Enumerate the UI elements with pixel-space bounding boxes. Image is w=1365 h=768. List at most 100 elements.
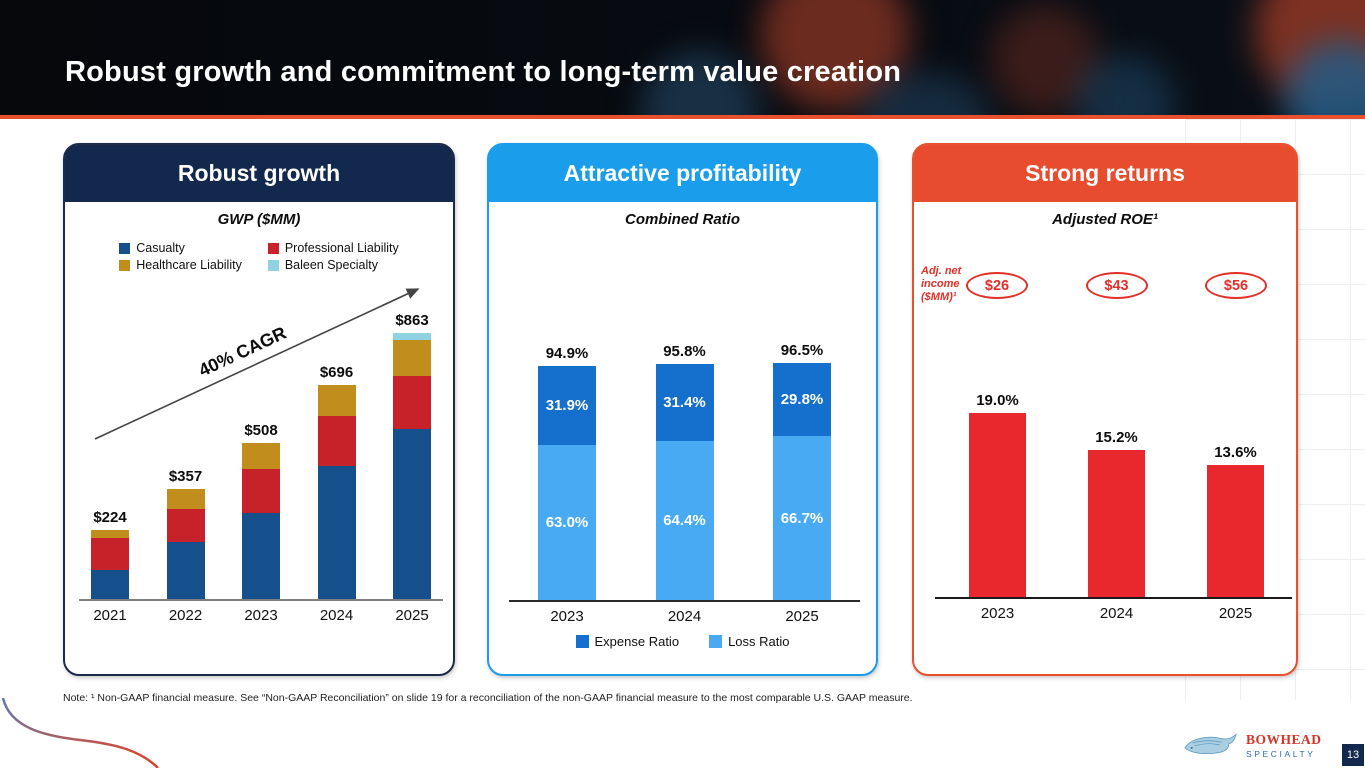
roe-bar-rect — [1207, 465, 1264, 597]
legend-item-baleen-specialty: Baleen Specialty — [267, 258, 399, 272]
logo-sub-brand: SPECIALTY — [1246, 748, 1316, 759]
gwp-seg-professional-liability — [242, 469, 280, 513]
gwp-x-label: 2024 — [319, 607, 354, 624]
gwp-bar-stack — [317, 385, 356, 599]
cr-x-label: 2025 — [785, 608, 819, 625]
roe-bar-2025: 13.6% — [1207, 444, 1264, 597]
cr-chart-title: Combined Ratio — [625, 211, 740, 228]
gwp-seg-healthcare-liability — [317, 385, 356, 416]
roe-bar-2024: 15.2% — [1088, 429, 1145, 597]
legend-label: Loss Ratio — [728, 634, 790, 649]
cr-bar-total: 95.8% — [663, 343, 706, 360]
cr-bar-2024: 95.8% 31.4% 64.4% — [655, 343, 714, 600]
roe-x-label: 2025 — [1218, 605, 1253, 622]
gwp-x-label: 2025 — [395, 607, 429, 624]
gwp-bar-total: $696 — [319, 364, 354, 381]
gwp-seg-professional-liability — [393, 376, 431, 429]
cr-plot: 94.9% 31.9% 63.0% 95.8% 31.4% 64.4% 96.5% 29.8%… — [509, 342, 860, 602]
cr-seg-loss-ratio: 64.4% — [655, 441, 714, 600]
gwp-seg-casualty — [242, 513, 280, 599]
cr-seg-label: 29.8% — [780, 391, 824, 408]
gwp-bar-total: $224 — [93, 509, 127, 526]
cr-seg-loss-ratio: 66.7% — [773, 436, 831, 600]
cr-seg-label: 64.4% — [663, 512, 706, 529]
legend-item-healthcare-liability: Healthcare Liability — [119, 258, 242, 272]
gwp-seg-casualty — [317, 466, 356, 599]
adj-net-income-oval: $56 — [1205, 272, 1267, 299]
legend-item-casualty: Casualty — [119, 241, 242, 255]
gwp-x-label: 2022 — [168, 607, 203, 624]
roe-bar-label: 19.0% — [976, 392, 1019, 409]
legend-item-expense-ratio: Expense Ratio — [575, 634, 680, 649]
gwp-bar-stack — [91, 530, 129, 599]
bowhead-logo: BOWHEAD SPECIALTY — [1183, 731, 1322, 759]
gwp-seg-healthcare-liability — [242, 443, 280, 469]
gwp-seg-healthcare-liability — [166, 489, 205, 509]
page-number: 13 — [1342, 744, 1364, 766]
gwp-seg-casualty — [91, 570, 129, 599]
header-band: Robust growth and commitment to long-ter… — [0, 0, 1365, 115]
bokeh-blob — [990, 5, 1100, 115]
gwp-bar-2022: $357 — [166, 468, 205, 599]
roe-plot: 19.0% 15.2% 13.6% — [935, 369, 1292, 599]
gwp-seg-professional-liability — [317, 416, 356, 466]
roe-bar-rect — [1088, 450, 1145, 597]
legend-swatch — [267, 242, 279, 254]
cr-bar-stack: 31.4% 64.4% — [655, 364, 714, 600]
gwp-plot: $224 $357 $508 $696 $863 — [79, 301, 443, 601]
gwp-seg-healthcare-liability — [91, 530, 129, 538]
legend-item-loss-ratio: Loss Ratio — [709, 634, 789, 649]
gwp-seg-professional-liability — [166, 509, 205, 542]
gwp-xlabels: 2021 2022 2023 2024 2025 — [79, 607, 443, 624]
cr-seg-loss-ratio: 63.0% — [538, 445, 596, 600]
panel-attractive-profitability: Attractive profitability Combined Ratio … — [487, 143, 878, 676]
cr-x-label: 2023 — [550, 608, 584, 625]
cr-seg-label: 31.9% — [545, 397, 589, 414]
roe-bar-label: 13.6% — [1214, 444, 1257, 461]
decor-curve — [1, 698, 159, 768]
gwp-bar-total: $357 — [168, 468, 203, 485]
logo-brand: BOWHEAD — [1246, 731, 1322, 747]
legend-swatch — [575, 635, 589, 648]
roe-xlabels: 2023 2024 2025 — [935, 605, 1292, 622]
legend-label: Healthcare Liability — [136, 258, 242, 272]
footnote: Note: ¹ Non-GAAP financial measure. See … — [63, 692, 913, 704]
panel-robust-growth: Robust growth GWP ($MM) Casualty Professi… — [63, 143, 455, 676]
cr-xlabels: 2023 2024 2025 — [509, 608, 860, 625]
gwp-legend: Casualty Professional Liability Healthcare… — [119, 241, 399, 272]
legend-swatch — [267, 259, 279, 271]
gwp-x-label: 2023 — [244, 607, 278, 624]
cr-seg-label: 66.7% — [780, 509, 824, 527]
legend-swatch — [119, 259, 131, 271]
gwp-seg-professional-liability — [91, 538, 129, 570]
legend-swatch — [709, 635, 723, 648]
gwp-x-label: 2021 — [93, 607, 127, 624]
panel-header-robust-growth: Robust growth — [65, 145, 453, 202]
gwp-legend-wrap: Casualty Professional Liability Healthcare… — [65, 241, 453, 272]
cr-seg-label: 31.4% — [663, 394, 706, 411]
legend-label: Casualty — [136, 241, 185, 255]
accent-divider — [0, 115, 1365, 119]
gwp-bar-stack — [242, 443, 280, 599]
roe-bar-label: 15.2% — [1095, 429, 1138, 446]
cr-seg-expense-ratio: 31.9% — [538, 366, 596, 445]
cr-seg-label: 63.0% — [545, 514, 589, 531]
gwp-bar-2021: $224 — [91, 509, 129, 599]
adj-net-income-label: Adj. net income ($MM)¹ — [921, 265, 962, 303]
cr-bar-total: 96.5% — [780, 342, 824, 359]
legend-label: Expense Ratio — [594, 634, 680, 649]
gwp-seg-casualty — [166, 542, 205, 599]
cr-bar-2023: 94.9% 31.9% 63.0% — [538, 345, 596, 600]
cr-bar-total: 94.9% — [545, 345, 589, 362]
panel-header-attractive-profitability: Attractive profitability — [489, 145, 876, 202]
gwp-seg-casualty — [393, 429, 431, 599]
panel-header-strong-returns: Strong returns — [914, 145, 1296, 202]
gwp-bar-total: $863 — [395, 312, 429, 329]
gwp-bar-stack — [393, 333, 431, 599]
gwp-bar-2024: $696 — [317, 364, 356, 599]
cr-bar-2025: 96.5% 29.8% 66.7% — [773, 342, 831, 600]
roe-x-label: 2024 — [1099, 605, 1134, 622]
gwp-bar-2023: $508 — [242, 422, 280, 599]
gwp-seg-baleen-specialty — [393, 333, 431, 340]
cr-legend: Expense Ratio Loss Ratio — [489, 634, 876, 649]
